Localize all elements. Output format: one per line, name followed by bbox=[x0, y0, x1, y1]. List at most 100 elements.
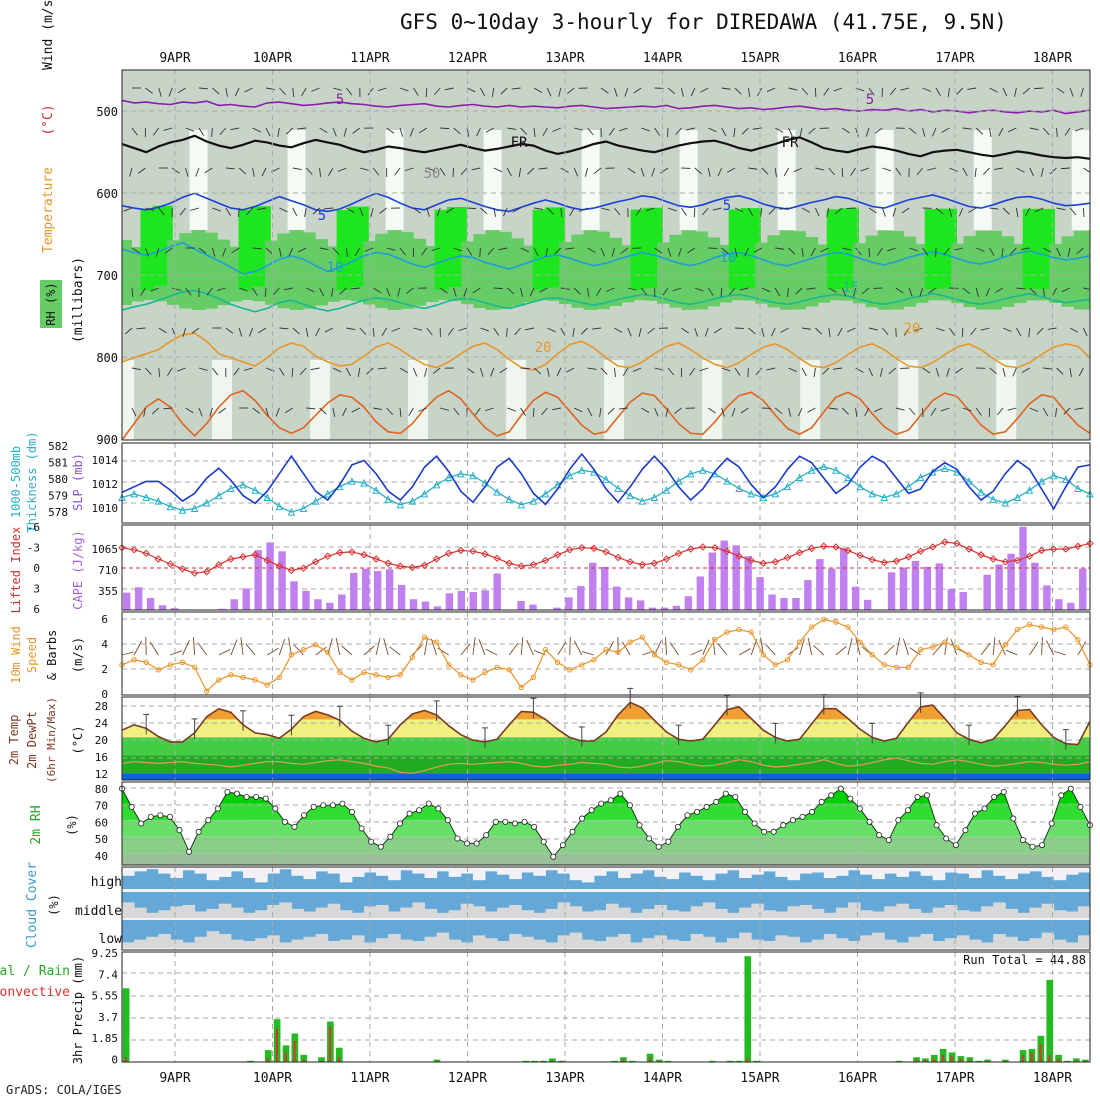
wind-barb bbox=[983, 167, 990, 175]
thickness-point bbox=[493, 487, 501, 496]
wind-barb bbox=[212, 367, 219, 376]
rh-band-mid bbox=[608, 237, 623, 307]
wind-barb bbox=[833, 367, 843, 370]
wind-speed-point bbox=[942, 639, 948, 645]
wind-barb bbox=[1008, 127, 1017, 133]
wind-barb bbox=[158, 87, 162, 97]
wind-speed-point bbox=[809, 624, 815, 630]
wind-barb bbox=[399, 407, 402, 417]
wind-barb bbox=[359, 207, 364, 217]
wind-speed-point bbox=[905, 664, 912, 671]
wind-barb bbox=[876, 247, 883, 256]
wind-barb bbox=[444, 87, 454, 91]
wind-barb bbox=[252, 127, 261, 133]
cloud-gap bbox=[388, 867, 401, 881]
wind-barb bbox=[252, 247, 262, 250]
cloud-gap bbox=[835, 907, 849, 918]
wind-barb bbox=[587, 287, 590, 297]
wind-barb bbox=[919, 287, 924, 297]
cloud-gap bbox=[630, 867, 643, 874]
cloud-gap bbox=[811, 908, 825, 918]
cloud-gap bbox=[557, 902, 571, 918]
cloud-gap bbox=[351, 867, 365, 877]
cloud-gap bbox=[727, 912, 740, 918]
wind-speed-point bbox=[881, 662, 887, 668]
cape-bar bbox=[242, 588, 250, 610]
wind-barb bbox=[339, 287, 347, 295]
wind-barb bbox=[613, 367, 616, 377]
cape-bar bbox=[696, 576, 705, 610]
day-label-bottom: 16APR bbox=[838, 1071, 877, 1086]
cloud-gap bbox=[400, 867, 413, 871]
wind-barb bbox=[1056, 87, 1065, 94]
rh-dry-low bbox=[702, 360, 723, 440]
cape-bar bbox=[409, 599, 418, 610]
wind-barb bbox=[712, 207, 722, 211]
rh-band-mid bbox=[779, 230, 794, 310]
ylabel-precip: 3hr Precip (mm) bbox=[71, 956, 85, 1064]
wind-barb bbox=[873, 407, 883, 413]
cape-bar bbox=[672, 605, 681, 610]
wind-barb bbox=[640, 287, 648, 296]
rh-point bbox=[310, 803, 317, 810]
ylabel-rh: RH (%) bbox=[44, 282, 58, 325]
li-point bbox=[747, 556, 755, 565]
li-point bbox=[1013, 556, 1022, 565]
wind-barb bbox=[1015, 207, 1019, 217]
wind-barb bbox=[364, 247, 374, 252]
surface-wind-barb bbox=[690, 649, 703, 656]
wind-barb bbox=[533, 87, 543, 93]
wind-barb bbox=[774, 127, 784, 133]
wind-barb bbox=[377, 87, 387, 92]
contour-label: 50 bbox=[424, 166, 441, 182]
cloud-gap bbox=[376, 938, 389, 948]
cape-bar bbox=[290, 581, 298, 610]
wind-barb bbox=[638, 327, 642, 337]
wind-barb bbox=[182, 327, 187, 337]
wind-barb bbox=[766, 367, 776, 371]
surface-wind-barb bbox=[712, 637, 716, 656]
cloud-gap bbox=[678, 911, 692, 918]
wind-barb bbox=[487, 247, 495, 256]
precip-tick: 5.55 bbox=[92, 990, 119, 1003]
cape-bar bbox=[1007, 553, 1015, 610]
thickness-point bbox=[323, 489, 332, 498]
surface-wind-barb bbox=[813, 645, 825, 656]
wind-barb bbox=[386, 127, 395, 134]
upper-frame bbox=[121, 69, 1091, 441]
cloud-gap bbox=[533, 912, 546, 918]
surface-wind-barb bbox=[266, 647, 279, 656]
wind-barb bbox=[558, 87, 562, 97]
precip-convective-bar bbox=[622, 1059, 625, 1062]
ylabel-temperature: Temperature bbox=[41, 167, 56, 253]
wind-barb bbox=[244, 87, 253, 93]
cape-bar bbox=[529, 604, 537, 610]
wind-barb bbox=[466, 367, 475, 374]
wind-speed-point bbox=[760, 652, 766, 658]
wind-barb bbox=[1051, 287, 1057, 297]
cloud-gap bbox=[739, 907, 752, 918]
wind-barb bbox=[265, 247, 273, 255]
thickness-point bbox=[287, 507, 296, 516]
cape-bar bbox=[577, 586, 585, 610]
rh-dry-slot bbox=[973, 130, 992, 230]
precip-convective-bar bbox=[968, 1059, 971, 1062]
cloud-gap bbox=[545, 867, 559, 871]
wind-barb bbox=[741, 127, 749, 135]
wind-barb bbox=[299, 367, 307, 375]
wind-barb bbox=[511, 87, 521, 90]
li-point bbox=[868, 556, 876, 564]
wind-speed-point bbox=[700, 657, 706, 663]
wind-barb bbox=[332, 127, 337, 137]
wind-barb bbox=[962, 167, 968, 177]
wind-barb bbox=[177, 87, 186, 94]
wind-barb bbox=[674, 407, 682, 415]
ylabel-2m-rh: 2m RH bbox=[29, 805, 44, 844]
li-point bbox=[965, 545, 973, 553]
rh-dry-slot bbox=[189, 130, 208, 230]
cloud-gap bbox=[860, 910, 873, 918]
wind-barb bbox=[471, 167, 481, 171]
li-point bbox=[1037, 546, 1046, 555]
wind-barb bbox=[807, 407, 816, 413]
surface-wind-barb bbox=[218, 649, 231, 656]
